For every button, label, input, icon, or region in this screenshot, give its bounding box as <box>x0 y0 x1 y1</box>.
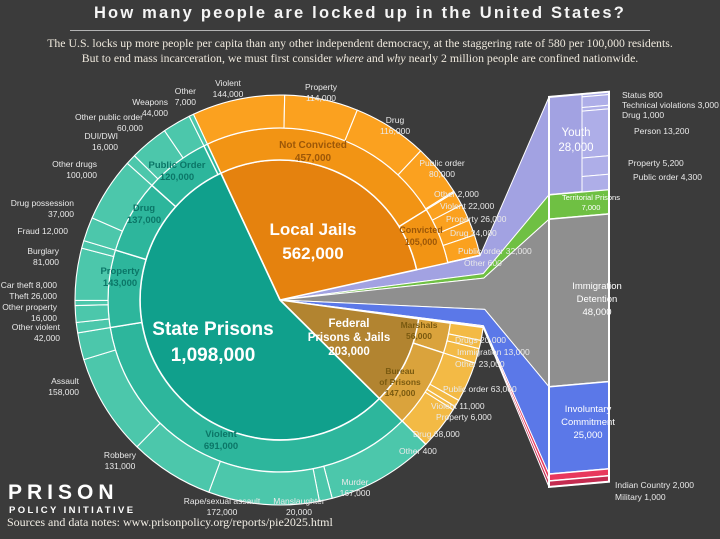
bar-segment-involuntary <box>548 380 610 475</box>
detention-bar <box>548 90 610 489</box>
bar-outline <box>548 90 610 489</box>
bar-sub-public-order <box>581 173 610 193</box>
word-where: where <box>335 51 364 65</box>
bar-sub-property <box>581 155 610 178</box>
word-why: why <box>386 51 406 65</box>
pie-outer-local_jails-other <box>447 254 481 264</box>
pie-outer-state_prisons-other <box>188 113 208 147</box>
logo-policy-initiative: POLICY INITIATIVE <box>9 505 136 516</box>
title-underline <box>70 30 650 31</box>
pie-outer-state_prisons-car-theft <box>74 299 109 307</box>
subtitle-line1: The U.S. locks up more people per capita… <box>47 36 673 50</box>
subtitle-line2: But to end mass incarceration, we must f… <box>81 51 639 65</box>
pie-ring-state_prisons-property <box>107 249 147 329</box>
logo-prison: PRISON <box>8 481 119 504</box>
source-note: Sources and data notes: www.prisonpolicy… <box>7 515 333 529</box>
bar-sub-person <box>581 108 610 159</box>
pie-outer-state_prisons-burglary <box>74 247 115 301</box>
pie-outer-state_prisons-theft <box>74 304 110 324</box>
bar-segment-immigration <box>548 213 610 388</box>
page-title: How many people are locked up in the Uni… <box>93 4 627 22</box>
